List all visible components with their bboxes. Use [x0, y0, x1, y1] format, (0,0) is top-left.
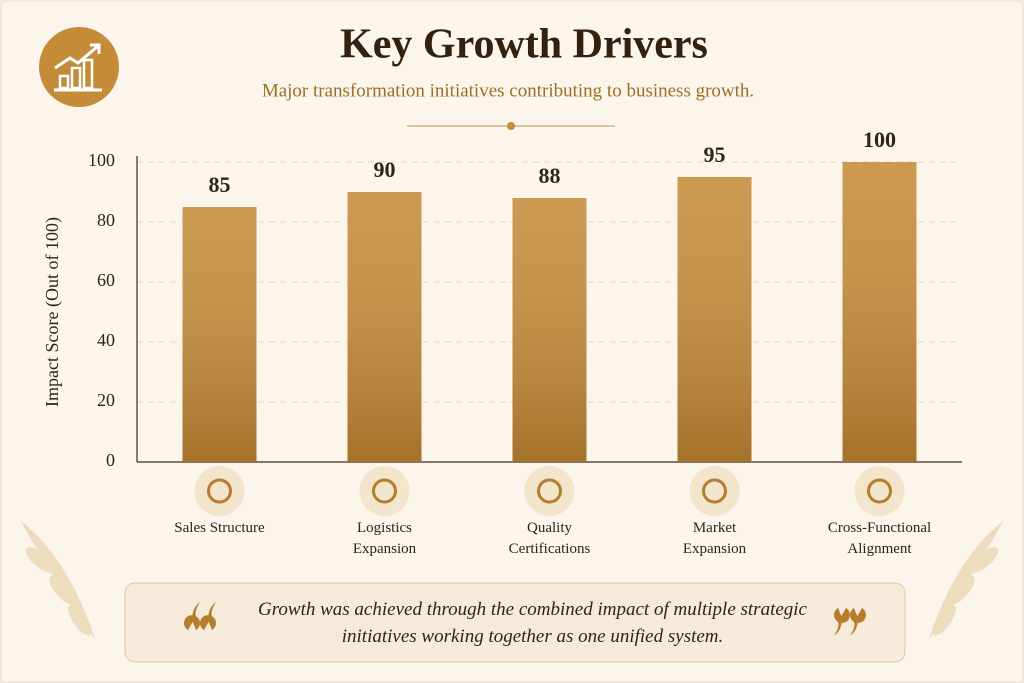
value-label: 100	[863, 127, 896, 152]
value-label: 85	[209, 172, 231, 197]
leaves	[20, 520, 1004, 640]
x-tick-label: Quality Certifications	[508, 520, 591, 557]
value-label: 88	[539, 163, 561, 188]
category-icon-glyph	[207, 478, 232, 504]
y-tick-label: 80	[97, 210, 115, 230]
category-icon	[194, 466, 245, 516]
bar-shade	[677, 177, 752, 462]
y-tick-label: 20	[97, 390, 115, 410]
x-tick-label: Sales Structure	[174, 520, 265, 536]
logo	[39, 27, 119, 107]
y-tick-label: 100	[88, 150, 115, 170]
x-tick-label: Logistics Expansion	[352, 520, 417, 557]
value-label: 90	[374, 157, 396, 182]
category-icon	[524, 466, 575, 516]
quote-open	[184, 602, 216, 630]
category-icon-glyph	[372, 478, 397, 504]
bar-shade	[842, 162, 917, 462]
category-icon	[854, 466, 905, 516]
y-tick-label: 60	[97, 270, 115, 290]
x-tick-label: Cross-Functional Alignment	[827, 520, 932, 557]
quote-close	[833, 608, 866, 636]
chart-title: Key Growth Drivers	[340, 22, 708, 68]
y-tick-label: 0	[106, 450, 115, 470]
y-axis-label: Impact Score (Out of 100)	[42, 217, 63, 407]
value-label: 95	[704, 142, 726, 167]
category-icon	[689, 466, 740, 516]
chart-subtitle: Major transformation initiatives contrib…	[262, 80, 754, 101]
divider	[407, 122, 615, 130]
category-icon-glyph	[867, 478, 892, 504]
bar-shade	[182, 207, 257, 462]
x-tick-label: Market Expansion	[682, 520, 747, 557]
category-icon	[359, 466, 410, 516]
category-icon-glyph	[537, 478, 562, 504]
quote-text: Growth was achieved through the combined…	[258, 599, 807, 647]
bar-shade	[347, 192, 422, 462]
category-icon-glyph	[702, 478, 727, 504]
quote-box	[124, 582, 906, 663]
y-tick-label: 40	[97, 330, 115, 350]
bar-shade	[512, 198, 587, 462]
